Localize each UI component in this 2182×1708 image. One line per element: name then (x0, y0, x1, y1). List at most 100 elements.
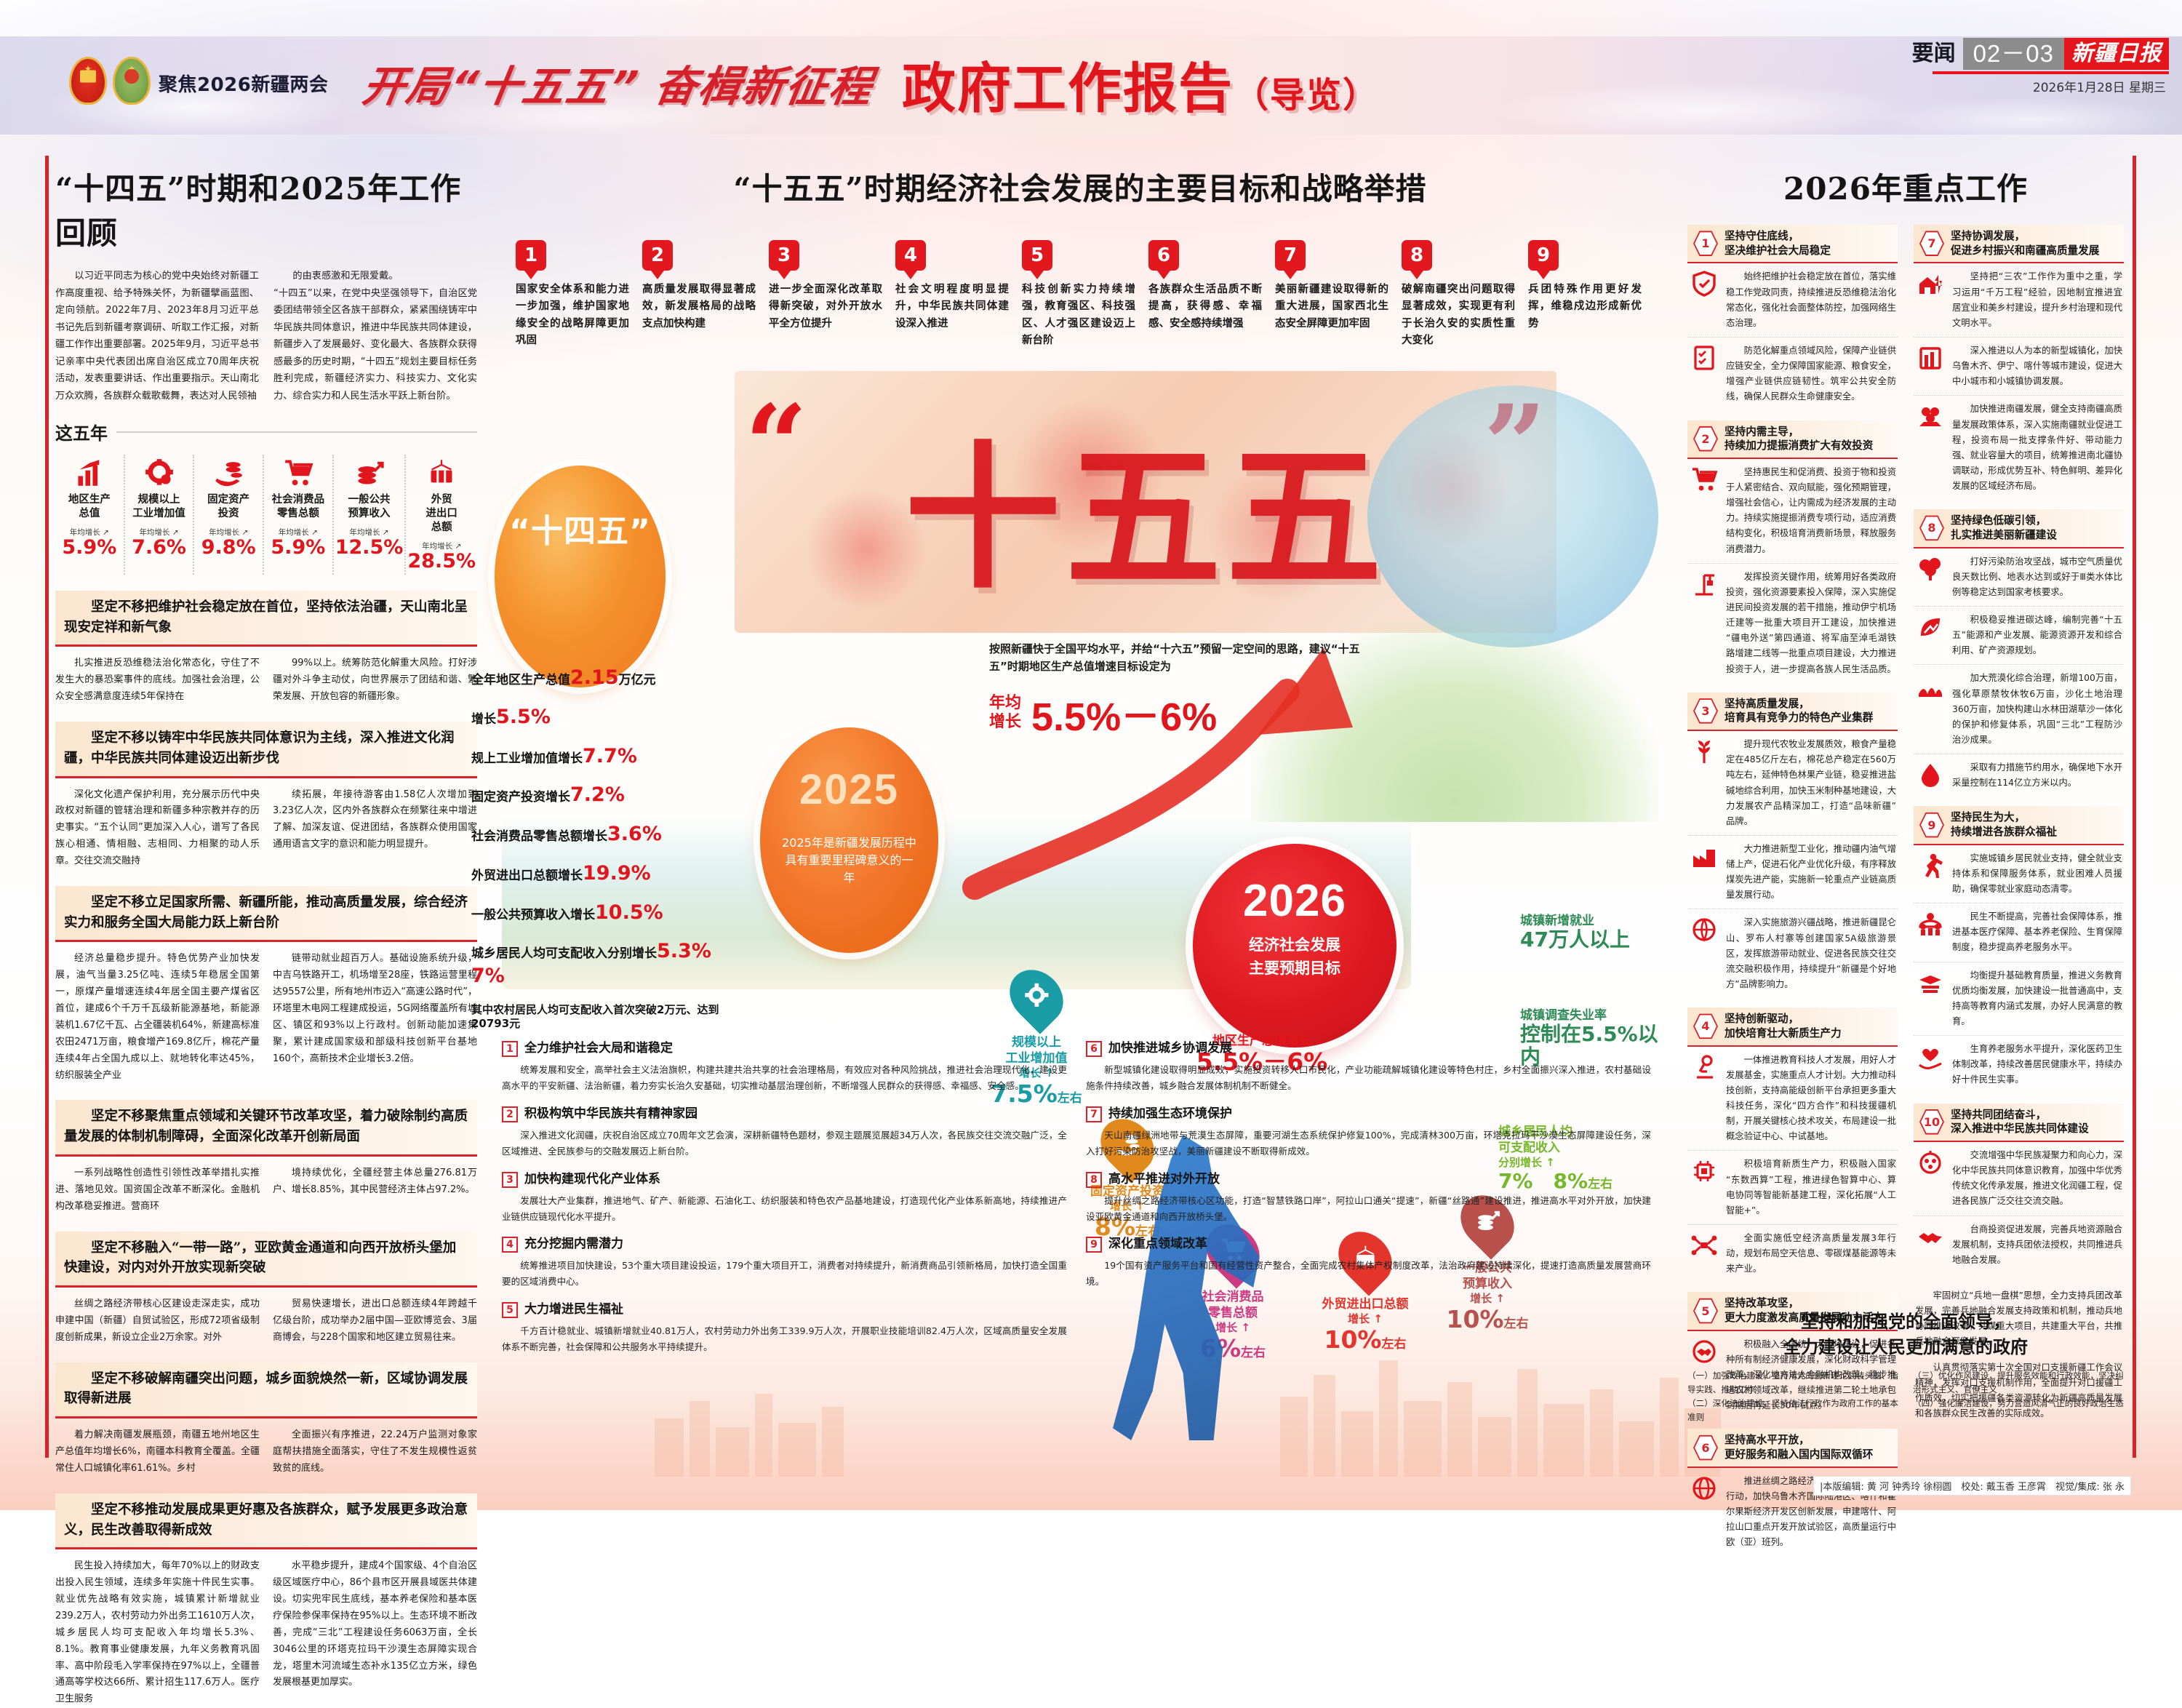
key-work-row-icon (1689, 269, 1719, 331)
crane-icon (1695, 574, 1714, 596)
five-years-header: 这五年 (55, 419, 477, 444)
target-sub-label: 增长 ↑ (1470, 1292, 1505, 1306)
key-work-row-text: 打好污染防治攻坚战，城市空气质量优良天数比例、地表水达到或好于Ⅲ类水体比例等稳定… (1952, 556, 2122, 597)
key-work-header: 3 坚持高质量发展， 培育具有竞争力的特色产业集群 (1687, 692, 1898, 732)
goal-number-pin: 3 (769, 240, 799, 271)
key-work-item: 7 坚持协调发展， 促进乡村振兴和南疆高质量发展 坚持把“三农”工作作为重中之重，学… (1914, 225, 2124, 500)
stat-growth-label: 年均增长 ↗ (209, 527, 249, 537)
checklist-icon (1694, 346, 1714, 370)
stat-2025-label: 一般公共预算收入增长 (471, 907, 595, 922)
section-paragraph: 一系列战略性创造性引领性改革举措扎实推进、落地见效。国资国企改革不断深化。金融机… (55, 1167, 260, 1212)
key-work-header: 4 坚持创新驱动， 加快培育壮大新质生产力 (1687, 1007, 1898, 1047)
stat-value: 5.9% (271, 535, 326, 559)
key-work-title: 坚持改革攻坚， 更大力度激发高质量发展动力活力 (1725, 1297, 1884, 1325)
village-house-icon (1919, 275, 1942, 295)
page-title-main: 政府工作报告 (902, 57, 1234, 120)
target-sub-label: 增长 ↑ (1110, 1200, 1145, 1213)
header-kicker: 开局“十五五” 奋楫新征程 (359, 62, 877, 111)
goal-text: 进一步全面深化改革取得新突破，对外开放水平全方位提升 (769, 284, 882, 330)
stat-2025-label: 社会消费品零售总额增长 (471, 829, 607, 844)
stat-2025-row: 社会消费品零售总额增长3.6% (471, 822, 726, 847)
key-work-header: 9 坚持民生为大， 持续增进各族群众福祉 (1914, 806, 2124, 845)
target-indicator: 地区生产总值增长 5.5%－6% (1193, 1033, 1331, 1075)
stat-value: 12.5% (335, 535, 404, 559)
target-drop-shape (999, 959, 1074, 1034)
key-work-row-icon (1689, 842, 1719, 903)
section-paragraph: 民生投入持续加大，每年70%以上的财政支出投入民生领域，连续多年实施十件民生实事… (55, 1560, 260, 1705)
measure-title: 深化重点领域改革 (1108, 1237, 1207, 1252)
measure-body: 提升丝绸之路经济带核心区功能，打造“智慧铁路口岸”，阿拉山口通关“提速”，新疆“… (1086, 1194, 1651, 1222)
stat-value: 28.5% (407, 549, 476, 572)
left-section-body: 经济总量稳步提升。特色优势产业加快发展，油气当量3.25亿吨、连续5年稳居全国第… (55, 951, 477, 1084)
measure-item: 1 全力维护社会大局和谐稳定 统筹发展和安全，高举社会主义法治旗帜，构建共建共治共享… (502, 1040, 1067, 1094)
key-work-row: 打好污染防治攻坚战，城市空气质量优良天数比例、地表水达到或好于Ⅲ类水体比例等稳定… (1914, 548, 2124, 607)
measure-title: 持续加强生态环境保护 (1108, 1106, 1232, 1121)
key-work-row-icon (1915, 612, 1946, 658)
emblem-group: ★ ★ (69, 57, 151, 105)
measure-body: 统筹推进项目加快建设，53个重大项目建设投运，179个重大项目开工，消费者对持续… (502, 1260, 1067, 1288)
key-work-closing-paragraph: 牢固树立“兵地一盘棋”思想，全力支持兵团改革发展，完善兵地融合发展支持政策和机制… (1915, 1290, 2122, 1347)
open-quote-icon: “ (745, 381, 808, 509)
key-work-row-text: 坚持惠民生和促消费、投资于物和投资于人紧密结合、双向赋能，强化预期管理，增强社会… (1726, 466, 1896, 554)
city-building-icon (1919, 347, 1941, 370)
measure-title: 大力增进民生福祉 (524, 1302, 623, 1317)
books-icon (1919, 975, 1941, 993)
key-work-row-text: 采取有力措施节约用水，确保地下水开采量控制在114亿立方米以内。 (1952, 762, 2122, 789)
left-section: 坚定不移把维护社会稳定放在首位，坚持依法治疆，天山南北呈现安定祥和新气象 扎实推进… (55, 590, 477, 706)
stat-growth-label: 年均增长 ↗ (349, 527, 389, 537)
goal-number-pin: 4 (895, 240, 926, 271)
stat-icon-wrap (407, 458, 476, 488)
five-year-stats-row: 地区生产 总值 年均增长 ↗ 5.9% 规模以上 工业增加值 年均增长 ↗ 7.6% 固定资产投… (55, 455, 477, 575)
stat-2025-unit: 万亿元 (618, 673, 656, 687)
left-sections: 坚定不移把维护社会稳定放在首位，坚持依法治疆，天山南北呈现安定祥和新气象 扎实推进… (55, 590, 477, 1708)
left-section-body: 扎实推进反恐维稳法治化常态化，守住了不发生大的暴恐案事件的底线。加强社会治理，公… (55, 655, 477, 706)
target-suffix: 左右 (1241, 1345, 1266, 1360)
key-work-item: 1 坚持守住底线， 坚决维护社会大局稳定 始终把维护社会稳定放在首位，落实维稳工作党… (1687, 225, 1898, 411)
key-work-row-icon (1915, 269, 1946, 331)
goal-text: 高质量发展取得显著成效，新发展格局的战略支点加快构建 (642, 284, 756, 330)
key-work-row-text: 发挥投资关键作用，统筹用好各类政府投资，强化资源要素投入保障，深入实施促进民间投… (1726, 571, 1896, 674)
key-work-title: 坚持内需主导， 持续加力提振消费扩大有效投资 (1725, 425, 1874, 452)
left-section: 坚定不移以铸牢中华民族共同体意识为主线，深入推进文化润疆，中华民族共同体建设迈出… (55, 722, 477, 870)
target-value: 5.5%－6% (1196, 1047, 1328, 1077)
target-name: 外贸进出口总额 (1322, 1297, 1409, 1312)
measure-number: 2 (502, 1106, 518, 1122)
stat-icon-wrap (127, 458, 192, 488)
year-2025-badge: 2025 2025年是新疆发展历程中具有重要里程碑意义的一年 (760, 727, 938, 953)
stat-growth-label: 年均增长 ↗ (139, 527, 179, 537)
stat-2025-value: 5.3% 7% (471, 940, 731, 987)
stat-2025-row: 增长5.5% (471, 705, 726, 730)
measure-item: 7 持续加强生态环境保护 天山南疆绿洲地带与荒漠生态屏障，重要河湖生态系统保护修复1… (1086, 1106, 1651, 1160)
key-work-row: 积极稳妥推进碳达峰，编制完善“十五五”能源和产业发展、能源资源开发和综合利用、矿… (1914, 607, 2124, 666)
measure-body: 天山南疆绿洲地带与荒漠生态屏障，重要河湖生态系统保护修复100%，完成清林300… (1086, 1129, 1651, 1157)
key-work-row-icon (1689, 1231, 1719, 1277)
key-work-item: 10 坚持共同团结奋斗， 深入推进中华民族共同体建设 交流增强中华民族凝聚力和向心力… (1914, 1103, 2124, 1274)
measure-item: 4 充分挖掘内需潜力 统筹推进项目加快建设，53个重大项目建设投运，179个重大项目… (502, 1236, 1067, 1290)
section-paragraph: 99%以上。统筹防范化解重大风险。打好涉疆对外斗争主动仗，向世界展示了团结和谐、… (273, 658, 477, 703)
microscope-icon (1697, 1054, 1713, 1079)
key-work-header: 10 坚持共同团结奋斗， 深入推进中华民族共同体建设 (1914, 1103, 2124, 1142)
goal-number-pin: 7 (1275, 240, 1306, 271)
key-work-number-hex: 1 (1693, 231, 1718, 257)
key-work-header: 7 坚持协调发展， 促进乡村振兴和南疆高质量发展 (1914, 225, 2124, 264)
goal-number-pin: 1 (516, 240, 546, 271)
key-work-row-text: 深入实施旅游兴疆战略，推进新疆昆仑山、罗布人村寨等创建国家5A级旅游景区，发挥旅… (1726, 917, 1896, 990)
target-indicator: 规模以上 工业增加值 增长 ↑ 7.5%左右 (967, 959, 1106, 1107)
measure-item: 6 加快推进城乡协调发展 新型城镇化建设取得明显成效，实施投资转移人口市民化，产业功… (1086, 1040, 1651, 1094)
measure-body: 19个国有资产服务平台和国有经营性资产整合，全面完成农村集体产权制度改革，法治政… (1086, 1260, 1651, 1288)
artwork-glyph: 十五五 (904, 427, 1387, 610)
masthead-pages: 02－03 (1962, 38, 2064, 70)
growth-target-callout: 按照新疆快于全国平均水平，并给“十六五”预留一定空间的思路，建议“十五五”时期地… (989, 640, 1367, 742)
key-work-title: 坚持绿色低碳引领， 扎实推进美丽新疆建设 (1951, 514, 2057, 541)
key-work-row: 采取有力措施节约用水，确保地下水开采量控制在114亿立方米以内。 (1914, 754, 2124, 797)
care-hands-icon (1919, 1049, 1942, 1070)
goal-text: 兵团特殊作用更好发挥，维稳戍边形成新优势 (1528, 284, 1642, 330)
goal-item: 9 兵团特殊作用更好发挥，维稳戍边形成新优势 (1522, 240, 1648, 350)
measure-item: 5 大力增进民生福祉 千方百计稳就业、城镇新增就业40.81万人，农村劳动力外出务工… (502, 1301, 1067, 1355)
stat-growth-label: 年均增长 ↗ (278, 527, 318, 537)
stat-name: 地区生产 总值 (68, 494, 111, 519)
left-section: 坚定不移破解南疆突出问题，城乡面貌焕然一新，区域协调发展取得新进展 着力解决南疆发… (55, 1362, 477, 1477)
page-credits: |本版编辑: 黄 河 钟秀玲 徐栩圆 校处: 戴玉香 王彦霄 视觉/集成: 张 … (1813, 1476, 2131, 1496)
goal-text: 美丽新疆建设取得新的重大进展，国家西北生态安全屏障更加牢固 (1275, 284, 1388, 330)
measure-number: 5 (502, 1302, 518, 1319)
